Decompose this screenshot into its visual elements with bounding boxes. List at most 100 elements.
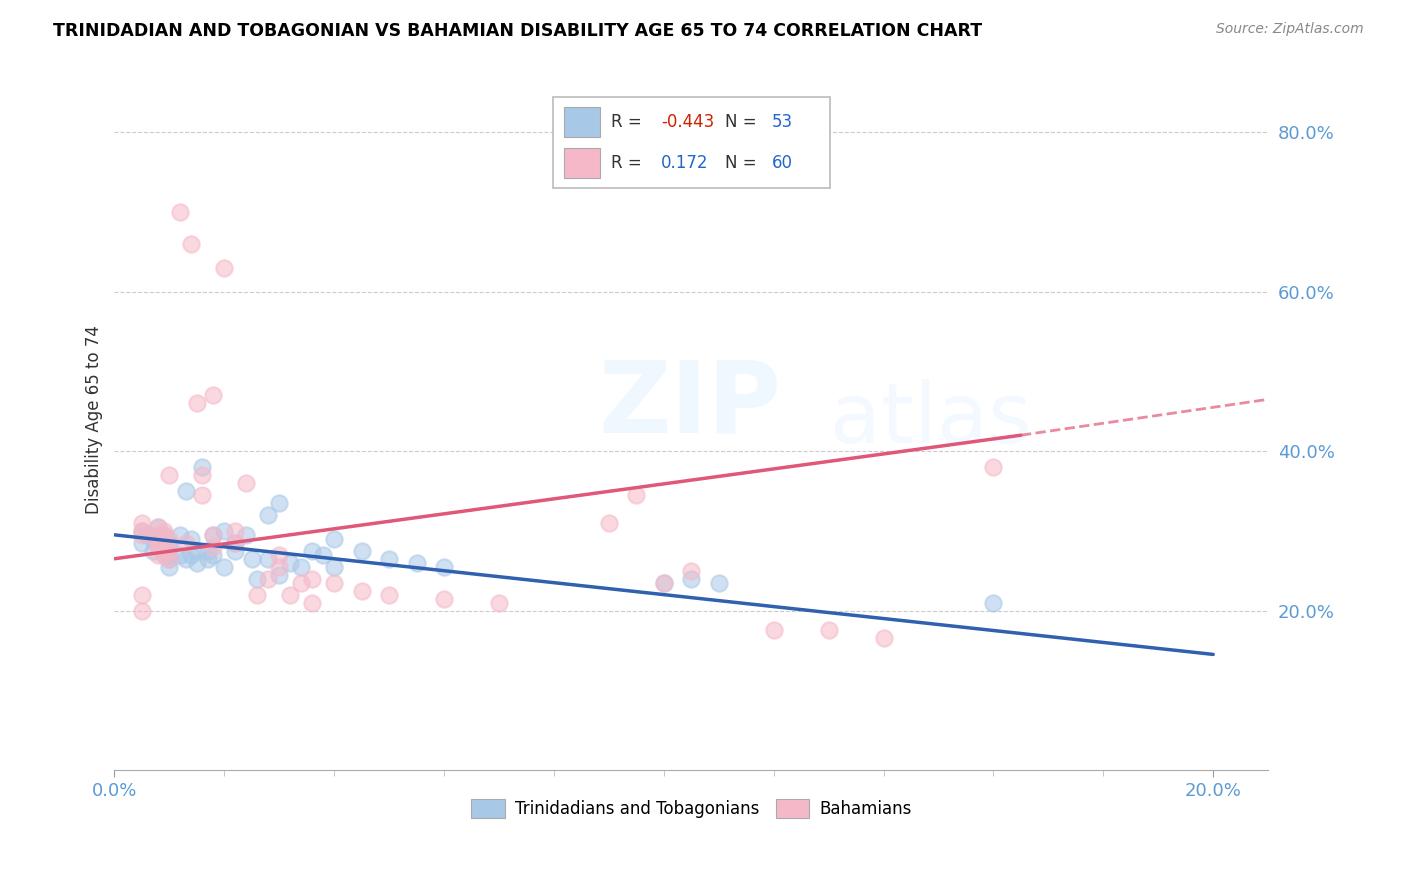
Point: [269, 496, 291, 510]
Point: [148, 520, 170, 534]
Point: [257, 551, 280, 566]
Point: [131, 516, 153, 530]
Point: [136, 528, 159, 542]
Point: [269, 548, 291, 562]
Point: [323, 559, 346, 574]
Point: [157, 536, 180, 550]
Point: [350, 543, 373, 558]
Point: [191, 488, 214, 502]
Point: [278, 588, 301, 602]
Point: [872, 632, 894, 646]
Point: [202, 528, 225, 542]
Point: [153, 540, 176, 554]
Point: [257, 508, 280, 522]
Point: [131, 524, 153, 538]
Point: [180, 236, 202, 251]
Point: [246, 572, 269, 586]
Point: [131, 528, 153, 542]
Point: [378, 588, 401, 602]
Point: [681, 572, 703, 586]
Point: [197, 551, 219, 566]
Point: [142, 543, 165, 558]
Point: [202, 528, 225, 542]
Point: [157, 548, 180, 562]
Point: [983, 596, 1005, 610]
Point: [174, 536, 197, 550]
Point: [131, 524, 153, 538]
Point: [148, 540, 170, 554]
Point: [350, 583, 373, 598]
Point: [169, 548, 191, 562]
Text: TRINIDADIAN AND TOBAGONIAN VS BAHAMIAN DISABILITY AGE 65 TO 74 CORRELATION CHART: TRINIDADIAN AND TOBAGONIAN VS BAHAMIAN D…: [53, 22, 983, 40]
Point: [157, 468, 180, 483]
Point: [169, 205, 191, 219]
Point: [191, 468, 214, 483]
Point: [148, 536, 170, 550]
Point: [433, 559, 456, 574]
Point: [169, 528, 191, 542]
Point: [224, 536, 246, 550]
Point: [323, 532, 346, 546]
Point: [186, 556, 208, 570]
Point: [153, 548, 176, 562]
Point: [312, 548, 335, 562]
Point: [142, 528, 165, 542]
Point: [174, 551, 197, 566]
Point: [148, 536, 170, 550]
Point: [224, 536, 246, 550]
Point: [131, 536, 153, 550]
Point: [153, 548, 176, 562]
Point: [153, 524, 176, 538]
Point: [214, 559, 236, 574]
Point: [278, 556, 301, 570]
Point: [191, 460, 214, 475]
Point: [378, 551, 401, 566]
Point: [180, 532, 202, 546]
Point: [202, 548, 225, 562]
Point: [323, 575, 346, 590]
Point: [153, 528, 176, 542]
Point: [197, 543, 219, 558]
Point: [202, 388, 225, 402]
Point: [681, 564, 703, 578]
Point: [626, 488, 648, 502]
Point: [224, 543, 246, 558]
Point: [131, 603, 153, 617]
Point: [157, 540, 180, 554]
Point: [240, 551, 263, 566]
Point: [235, 476, 257, 491]
Point: [246, 588, 269, 602]
Text: ZIP: ZIP: [599, 357, 782, 454]
Point: [652, 575, 675, 590]
Text: Source: ZipAtlas.com: Source: ZipAtlas.com: [1216, 22, 1364, 37]
Point: [214, 260, 236, 275]
Point: [433, 591, 456, 606]
Point: [301, 596, 323, 610]
Point: [301, 543, 323, 558]
Point: [707, 575, 730, 590]
Point: [235, 528, 257, 542]
Point: [290, 575, 312, 590]
Point: [405, 556, 427, 570]
Point: [762, 624, 785, 638]
Y-axis label: Disability Age 65 to 74: Disability Age 65 to 74: [86, 325, 103, 514]
Point: [157, 551, 180, 566]
Point: [157, 551, 180, 566]
Point: [148, 520, 170, 534]
Text: atlas: atlas: [830, 379, 1032, 459]
Point: [142, 532, 165, 546]
Point: [269, 559, 291, 574]
Point: [269, 567, 291, 582]
Point: [157, 559, 180, 574]
Point: [598, 516, 620, 530]
Point: [131, 588, 153, 602]
Point: [652, 575, 675, 590]
Legend: Trinidadians and Tobagonians, Bahamians: Trinidadians and Tobagonians, Bahamians: [464, 792, 918, 825]
Point: [174, 483, 197, 498]
Point: [817, 624, 839, 638]
Point: [224, 524, 246, 538]
Point: [186, 543, 208, 558]
Point: [301, 572, 323, 586]
Point: [157, 532, 180, 546]
Point: [180, 548, 202, 562]
